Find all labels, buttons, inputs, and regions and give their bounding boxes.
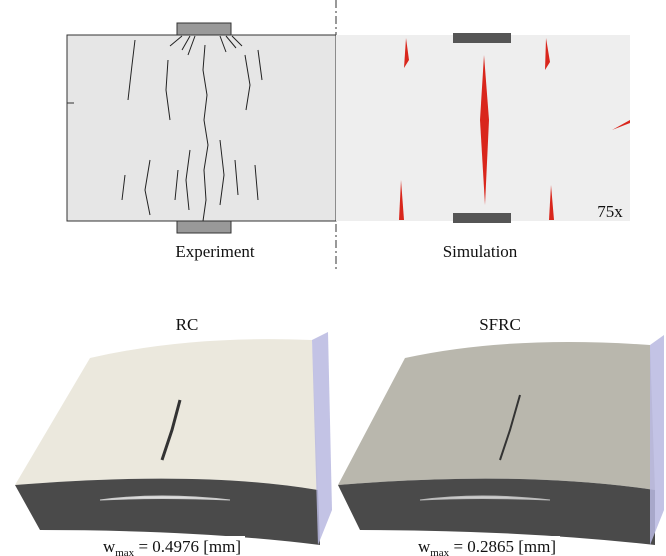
rc-side	[15, 478, 320, 545]
label-bg	[95, 536, 245, 556]
experiment-label: Experiment	[175, 242, 255, 261]
rc-crack	[160, 399, 182, 461]
symbol: w	[103, 537, 116, 556]
subscript: max	[115, 547, 134, 556]
top-plate	[176, 22, 232, 36]
sfrc-top	[338, 341, 655, 490]
rc-title: RC	[176, 315, 199, 334]
sfrc-gap	[419, 495, 551, 501]
label-bg	[410, 536, 560, 556]
rc-wmax: wmax = 0.4976 [mm]	[103, 537, 241, 556]
sfrc-wmax: wmax = 0.2865 [mm]	[418, 537, 556, 556]
simulation-label: Simulation	[443, 242, 518, 261]
value: = 0.4976 [mm]	[134, 537, 241, 556]
bottom-plate	[453, 213, 511, 223]
sfrc-side	[338, 478, 655, 545]
value: = 0.2865 [mm]	[449, 537, 556, 556]
bottom-plate	[176, 220, 232, 234]
rc-top	[15, 339, 318, 490]
rc-plane	[312, 332, 332, 545]
top-plate	[453, 33, 511, 43]
rc-gap	[99, 495, 231, 501]
simulated-cracks	[399, 38, 630, 220]
experiment-beam	[66, 34, 337, 222]
magnification: 75x	[597, 202, 623, 221]
cracks	[121, 35, 263, 222]
symbol: w	[418, 537, 431, 556]
sfrc-title: SFRC	[479, 315, 521, 334]
sfrc-plane	[650, 335, 664, 545]
subscript: max	[430, 547, 449, 556]
sfrc-crack	[499, 394, 521, 461]
